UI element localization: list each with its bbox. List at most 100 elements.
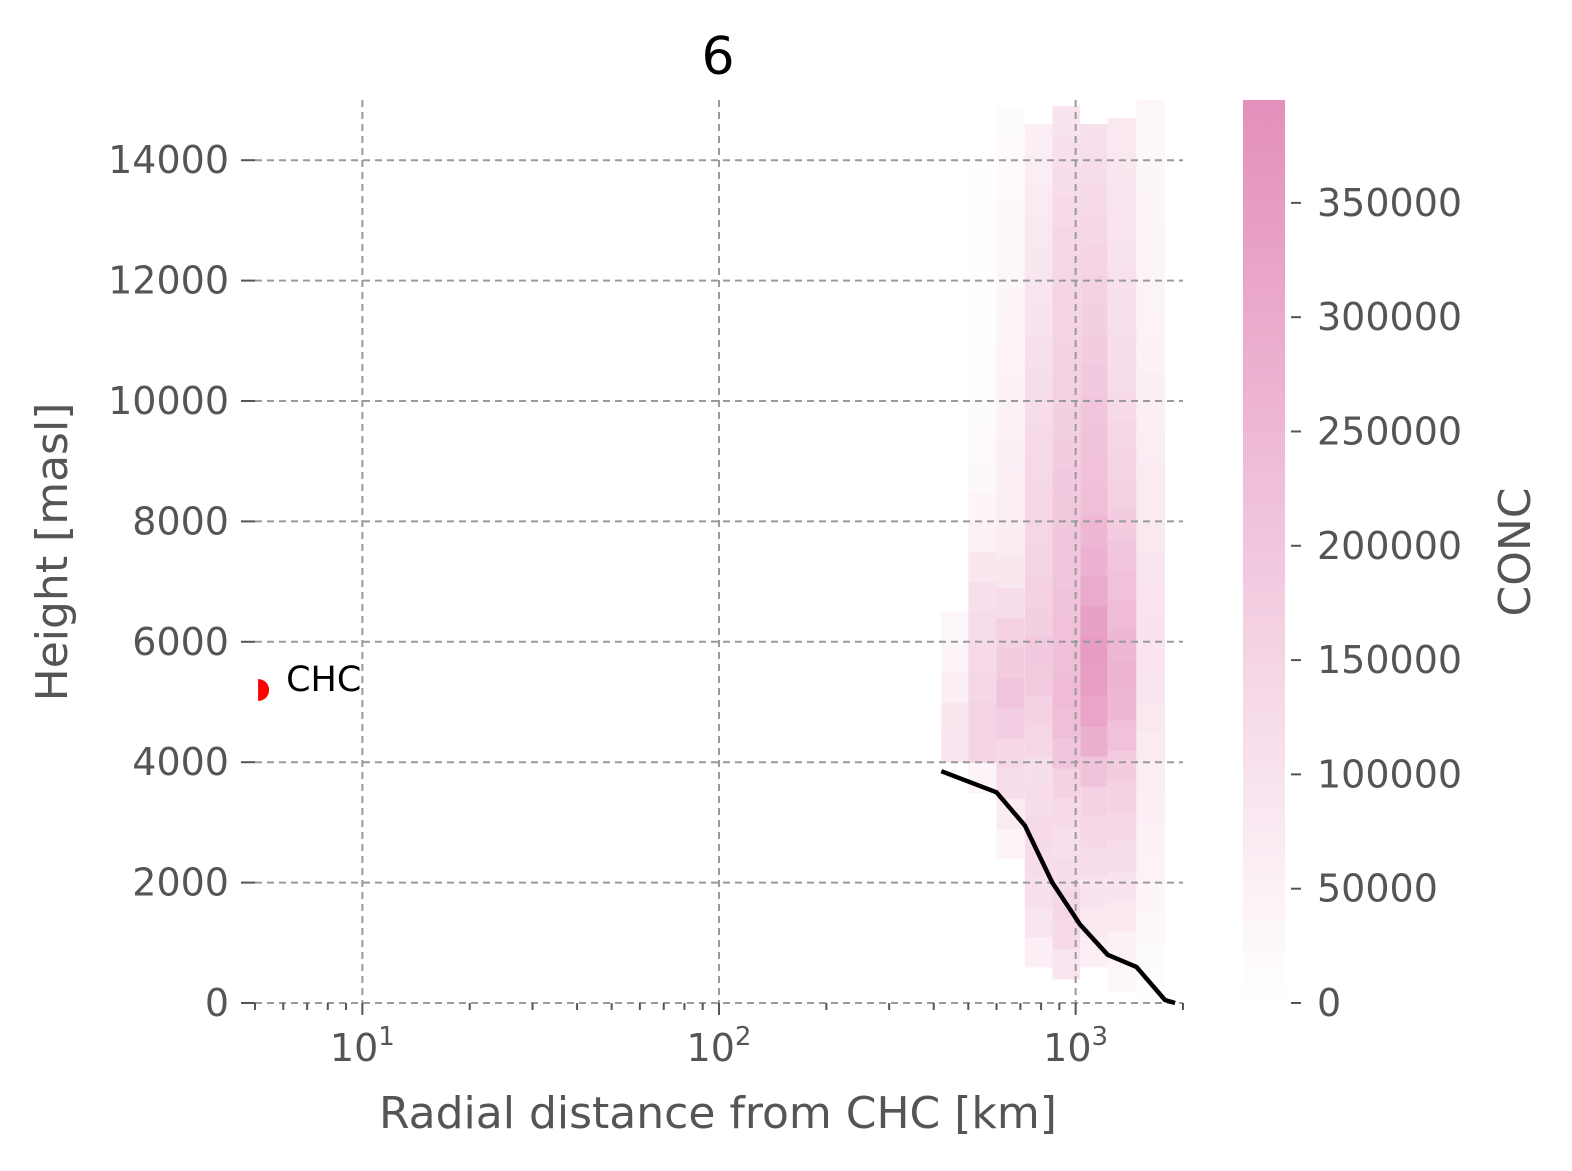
heatmap-cell bbox=[1107, 419, 1137, 450]
heatmap-cell bbox=[996, 256, 1025, 288]
colorbar-gradient bbox=[1243, 100, 1285, 1003]
heatmap-cell bbox=[1107, 659, 1137, 691]
heatmap-cell bbox=[1136, 130, 1165, 161]
heatmap-cell bbox=[1080, 575, 1108, 607]
heatmap-cell bbox=[1107, 479, 1137, 510]
heatmap-cell bbox=[1080, 244, 1108, 276]
heatmap-cell bbox=[1080, 906, 1108, 938]
heatmap-cell bbox=[996, 587, 1025, 619]
heatmap-cell bbox=[968, 160, 997, 191]
x-tick-label: 103 bbox=[1043, 1022, 1108, 1070]
heatmap-cell bbox=[1107, 780, 1137, 811]
heatmap-cell bbox=[1024, 395, 1053, 426]
heatmap-cell bbox=[1024, 515, 1053, 546]
heatmap-cell bbox=[1136, 912, 1165, 944]
heatmap-cell bbox=[1024, 184, 1053, 215]
heatmap-cell bbox=[996, 407, 1025, 438]
heatmap-cell bbox=[968, 581, 997, 613]
heatmap-cell bbox=[1136, 611, 1165, 643]
heatmap-cell bbox=[1052, 286, 1081, 318]
heatmap-cell bbox=[968, 521, 997, 552]
heatmap-cell bbox=[968, 190, 997, 221]
heatmap-cell bbox=[1052, 226, 1081, 257]
heatmap-cell bbox=[968, 250, 997, 282]
heatmap-cell bbox=[941, 611, 969, 643]
colorbar-tick-label: 100000 bbox=[1317, 752, 1462, 796]
heatmap-cell bbox=[1080, 304, 1108, 336]
heatmap-cell bbox=[1080, 334, 1108, 366]
colorbar-tick-label: 50000 bbox=[1317, 867, 1438, 911]
heatmap-cell bbox=[996, 708, 1025, 739]
heatmap-cell bbox=[1024, 605, 1053, 637]
heatmap-cell bbox=[1080, 876, 1108, 908]
chc-label: CHC bbox=[286, 660, 361, 700]
heatmap-cell bbox=[968, 702, 997, 733]
heatmap-cell bbox=[1080, 756, 1108, 787]
heatmap-cell bbox=[1080, 665, 1108, 697]
colorbar-tick-label: 150000 bbox=[1317, 638, 1462, 682]
heatmap-cell bbox=[996, 136, 1025, 167]
y-tick-label: 2000 bbox=[132, 861, 229, 905]
heatmap-cell bbox=[996, 196, 1025, 227]
heatmap-cell bbox=[1136, 220, 1165, 251]
heatmap-cell bbox=[996, 166, 1025, 197]
heatmap-cell bbox=[996, 437, 1025, 468]
heatmap-cell bbox=[1107, 720, 1137, 751]
heatmap-cell bbox=[1024, 214, 1053, 245]
series-lines bbox=[940, 769, 1176, 1006]
chart-title: 6 bbox=[701, 27, 734, 87]
heatmap-cell bbox=[968, 220, 997, 251]
heatmap-cell bbox=[1080, 515, 1108, 546]
heatmap-cell bbox=[1107, 148, 1137, 179]
heatmap-cells bbox=[941, 100, 1165, 1004]
heatmap-cell bbox=[996, 677, 1025, 709]
heatmap-cell bbox=[996, 617, 1025, 649]
heatmap-cell bbox=[1107, 238, 1137, 270]
heatmap-cell bbox=[1107, 358, 1137, 390]
heatmap-cell bbox=[1024, 906, 1053, 938]
heatmap-cell bbox=[1024, 726, 1053, 757]
heatmap-cell bbox=[1080, 214, 1108, 245]
heatmap-cell bbox=[1024, 364, 1053, 396]
heatmap-cell bbox=[996, 828, 1025, 859]
heatmap-cell bbox=[1107, 328, 1137, 360]
colorbar-tick-label: 350000 bbox=[1317, 181, 1462, 225]
heatmap-cell bbox=[1136, 942, 1165, 974]
heatmap-cell bbox=[1136, 551, 1165, 583]
heatmap-cell bbox=[1107, 118, 1137, 149]
heatmap-cell bbox=[1136, 702, 1165, 733]
heatmap-cell bbox=[941, 732, 969, 763]
heatmap-cell bbox=[996, 647, 1025, 679]
heatmap-cell bbox=[1107, 208, 1137, 239]
heatmap-cell bbox=[968, 611, 997, 643]
heatmap-cell bbox=[1080, 274, 1108, 306]
heatmap-cell bbox=[1080, 545, 1108, 577]
x-tick-label: 102 bbox=[687, 1022, 752, 1070]
heatmap-cell bbox=[968, 130, 997, 161]
heatmap-cell bbox=[1136, 641, 1165, 673]
axes: 0 2000 4000 6000 8000 10000 12000 14000 101 102 10… bbox=[108, 138, 1184, 1070]
heatmap-cell bbox=[1024, 124, 1053, 155]
heatmap-cell bbox=[1080, 605, 1108, 637]
heatmap-cell bbox=[1136, 431, 1165, 462]
heatmap-cell bbox=[1080, 455, 1108, 486]
heatmap-cell bbox=[1080, 184, 1108, 215]
heatmap-cell bbox=[968, 401, 997, 432]
heatmap-cell bbox=[1024, 635, 1053, 667]
heatmap-cell bbox=[1136, 972, 1165, 1004]
grid-lines bbox=[255, 100, 1183, 1004]
chc-marker bbox=[258, 679, 270, 701]
heatmap-cell bbox=[996, 467, 1025, 498]
heatmap-cell bbox=[1136, 792, 1165, 823]
y-tick-label: 8000 bbox=[132, 499, 229, 543]
y-axis-title: Height [masl] bbox=[27, 403, 78, 702]
series-line bbox=[940, 769, 1176, 1006]
y-tick-label: 4000 bbox=[132, 740, 229, 784]
heatmap-cell bbox=[1136, 100, 1165, 131]
heatmap-cell bbox=[1024, 665, 1053, 697]
colorbar-tick-label: 250000 bbox=[1317, 409, 1462, 453]
heatmap-cell bbox=[1080, 425, 1108, 456]
heatmap-cell bbox=[1107, 509, 1137, 540]
heatmap-cell bbox=[1080, 395, 1108, 426]
